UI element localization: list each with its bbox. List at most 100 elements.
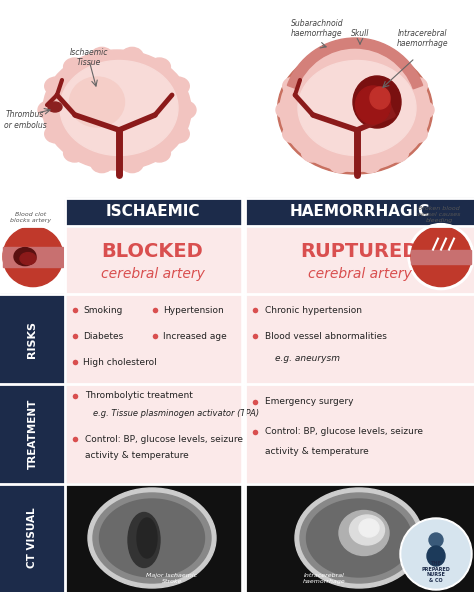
Bar [65, 384, 240, 484]
Bar [65, 294, 240, 384]
Text: RUPTURED: RUPTURED [301, 242, 419, 261]
Text: THE
PREPARED
NURSE
& CO: THE PREPARED NURSE & CO [422, 561, 450, 583]
Ellipse shape [64, 58, 86, 76]
Ellipse shape [353, 76, 401, 128]
Bar [245, 294, 474, 384]
Ellipse shape [405, 77, 427, 95]
Bar [245, 226, 474, 294]
Ellipse shape [100, 499, 204, 577]
Ellipse shape [121, 155, 143, 173]
Ellipse shape [359, 519, 379, 537]
Text: TREATMENT: TREATMENT [27, 399, 37, 469]
Bar [65, 484, 240, 592]
Ellipse shape [128, 513, 160, 568]
Circle shape [0, 224, 66, 289]
Ellipse shape [359, 155, 381, 173]
Ellipse shape [277, 46, 432, 174]
Ellipse shape [70, 77, 125, 127]
Circle shape [408, 224, 474, 289]
Bar [65, 226, 240, 294]
Wedge shape [287, 38, 423, 89]
Ellipse shape [280, 49, 430, 172]
Bar [0, 384, 65, 484]
Text: Thrombus
or embolus: Thrombus or embolus [4, 110, 46, 130]
Text: Thrombolytic treatment: Thrombolytic treatment [85, 391, 193, 401]
Text: Blood vessel abnormalities: Blood vessel abnormalities [265, 332, 387, 341]
Text: BLOCKED: BLOCKED [101, 242, 203, 261]
Ellipse shape [93, 493, 211, 583]
Ellipse shape [45, 125, 67, 143]
Ellipse shape [48, 102, 62, 112]
Text: High cholesterol: High cholesterol [83, 358, 157, 367]
Ellipse shape [301, 144, 324, 162]
Bar [245, 484, 474, 592]
Ellipse shape [38, 101, 60, 119]
Text: Intracerebral
haemorrhage: Intracerebral haemorrhage [302, 573, 346, 584]
Ellipse shape [370, 87, 390, 109]
Text: CT VISUAL: CT VISUAL [27, 508, 37, 568]
Ellipse shape [91, 47, 113, 65]
Text: cerebral artery: cerebral artery [308, 266, 411, 281]
Bar [0, 294, 65, 384]
Ellipse shape [276, 101, 298, 119]
Text: HAEMORRHAGIC: HAEMORRHAGIC [289, 204, 429, 220]
Text: Emergency surgery: Emergency surgery [265, 397, 354, 407]
Ellipse shape [349, 515, 384, 545]
Ellipse shape [148, 144, 170, 162]
Ellipse shape [167, 125, 189, 143]
Ellipse shape [14, 247, 36, 266]
Ellipse shape [167, 77, 189, 95]
Text: Skull: Skull [351, 29, 369, 38]
Ellipse shape [386, 58, 409, 76]
Text: activity & temperature: activity & temperature [85, 452, 189, 461]
Bar [65, 198, 240, 226]
Ellipse shape [137, 518, 157, 558]
Ellipse shape [20, 253, 36, 265]
Ellipse shape [386, 144, 409, 162]
Text: Increased age: Increased age [163, 332, 227, 341]
Ellipse shape [148, 58, 170, 76]
Ellipse shape [45, 77, 67, 95]
Ellipse shape [307, 499, 411, 577]
Ellipse shape [121, 47, 143, 65]
Ellipse shape [427, 546, 445, 566]
Ellipse shape [329, 155, 351, 173]
Ellipse shape [281, 50, 429, 170]
Circle shape [400, 518, 472, 590]
Ellipse shape [329, 47, 351, 65]
Bar [245, 198, 474, 226]
Ellipse shape [283, 77, 305, 95]
Text: e.g. aneurysm: e.g. aneurysm [275, 354, 340, 363]
Text: activity & temperature: activity & temperature [265, 446, 369, 455]
Text: Control: BP, glucose levels, seizure: Control: BP, glucose levels, seizure [265, 427, 423, 436]
Text: Broken blood
vessel causes
bleeding: Broken blood vessel causes bleeding [417, 207, 461, 223]
Ellipse shape [43, 50, 191, 170]
Ellipse shape [339, 510, 389, 555]
Text: Smoking: Smoking [83, 305, 122, 315]
Text: Control: BP, glucose levels, seizure: Control: BP, glucose levels, seizure [85, 435, 243, 443]
Bar [245, 384, 474, 484]
Circle shape [411, 227, 471, 287]
Text: Hypertension: Hypertension [163, 305, 224, 315]
Ellipse shape [412, 101, 434, 119]
Ellipse shape [298, 60, 416, 156]
Ellipse shape [60, 60, 178, 156]
Ellipse shape [300, 493, 418, 583]
Text: Diabetes: Diabetes [83, 332, 123, 341]
Bar [411, 250, 471, 263]
Text: RISKS: RISKS [27, 320, 37, 358]
Text: cerebral artery: cerebral artery [100, 266, 204, 281]
Ellipse shape [356, 86, 391, 124]
Ellipse shape [88, 488, 216, 588]
Text: Ischaemic
Tissue: Ischaemic Tissue [70, 48, 108, 67]
Ellipse shape [91, 155, 113, 173]
Ellipse shape [64, 144, 86, 162]
Text: e.g. Tissue plasminogen activator (TPA): e.g. Tissue plasminogen activator (TPA) [93, 410, 259, 419]
Bar [3, 247, 63, 266]
Text: Intracerebral
haemorrhage: Intracerebral haemorrhage [397, 28, 449, 48]
Ellipse shape [359, 47, 381, 65]
Text: ISCHAEMIC: ISCHAEMIC [105, 204, 200, 220]
Ellipse shape [405, 125, 427, 143]
Circle shape [3, 227, 63, 287]
Text: Chronic hypertension: Chronic hypertension [265, 305, 362, 315]
